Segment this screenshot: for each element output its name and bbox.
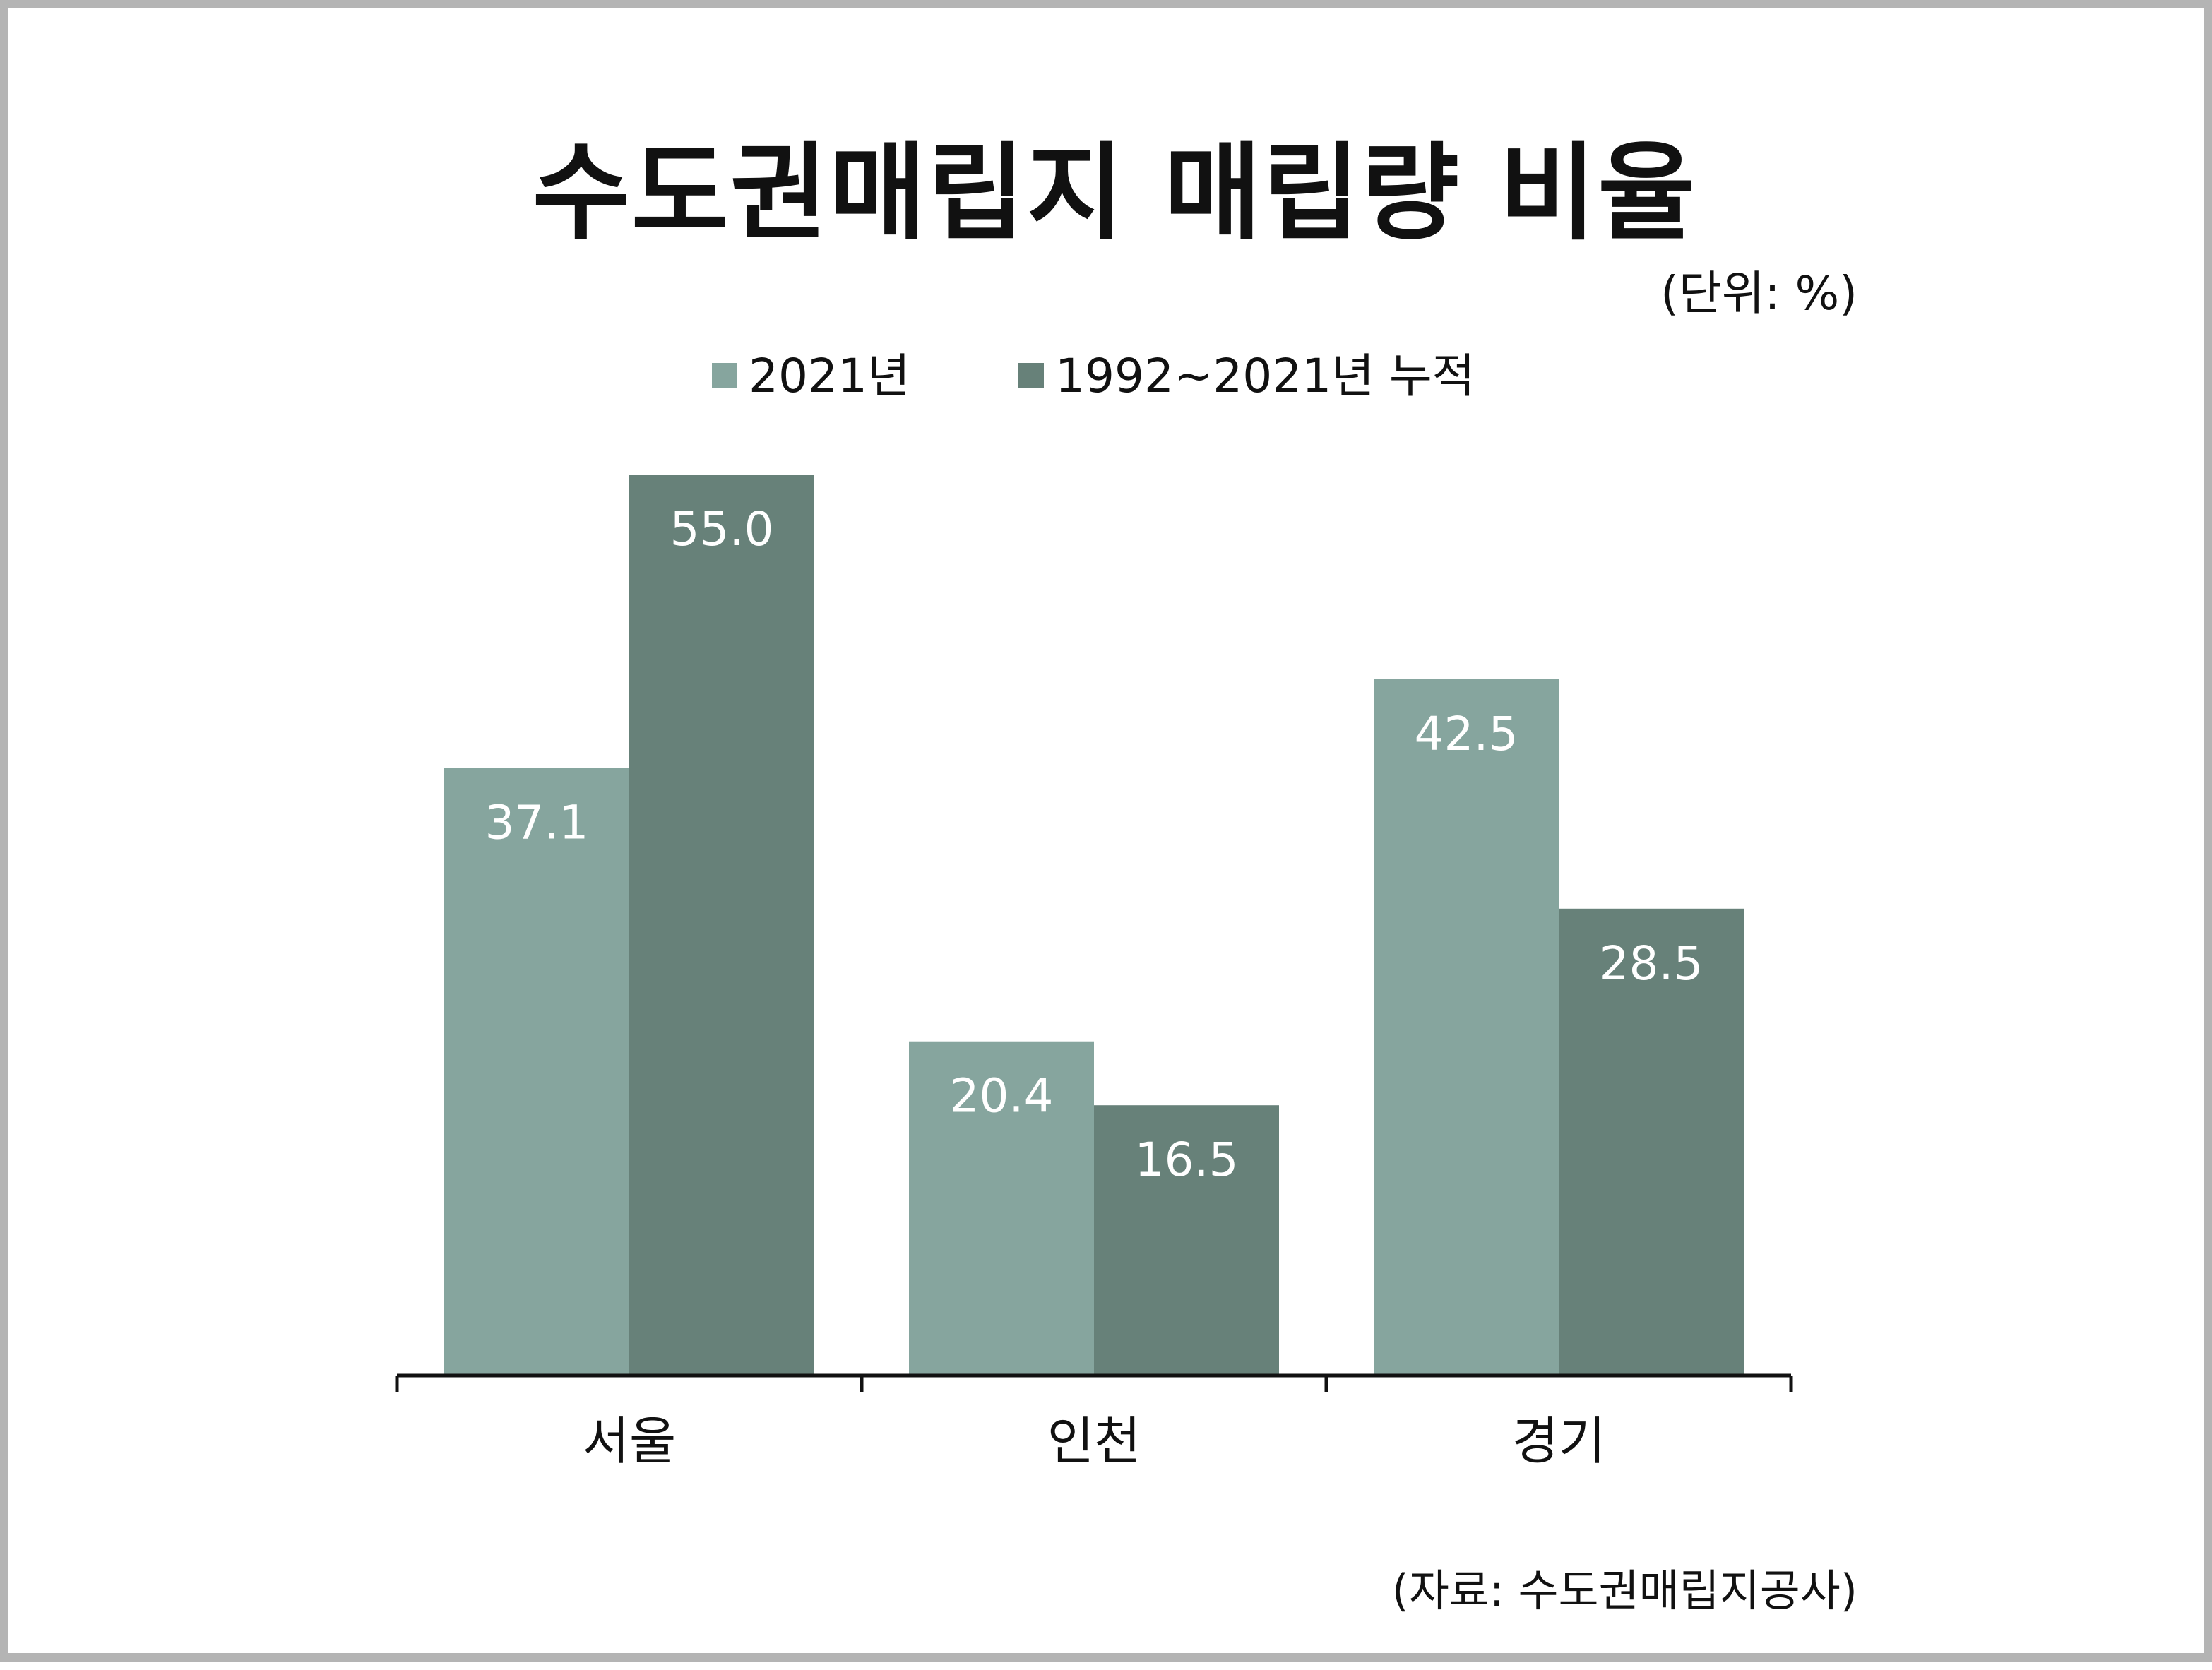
bar-1-2	[909, 1041, 1094, 1376]
x-axis: 서울 인천 경기	[395, 1373, 1793, 1471]
bar-2-3	[1559, 908, 1744, 1376]
data-label-2-1: 55.0	[670, 502, 774, 556]
x-tick-label-1: 서울	[583, 1412, 676, 1471]
data-label-2-3: 28.5	[1600, 936, 1703, 991]
legend-item-1: 2021년	[712, 349, 910, 403]
data-label-1-1: 37.1	[485, 795, 589, 849]
unit-label: (단위: %)	[1660, 266, 1857, 321]
legend: 2021년 1992~2021년 누적	[712, 349, 1475, 403]
chart-area: 2021년 1992~2021년 누적 37.1 55.0 20.4 16.5 42.5 2…	[395, 349, 1793, 1471]
bars	[444, 475, 1744, 1376]
legend-swatch-1	[712, 363, 737, 388]
bar-2-2	[1094, 1105, 1279, 1376]
bar-1-3	[1374, 679, 1559, 1376]
bar-1-1	[444, 768, 629, 1376]
source-label: (자료: 수도권매립지공사)	[1391, 1565, 1857, 1616]
data-label-1-3: 42.5	[1415, 707, 1518, 761]
x-tick-label-3: 경기	[1512, 1412, 1605, 1471]
bar-2-1	[629, 475, 814, 1376]
x-tick-label-2: 인천	[1047, 1412, 1141, 1471]
legend-item-2: 1992~2021년 누적	[1018, 349, 1475, 403]
data-labels: 37.1 55.0 20.4 16.5 42.5 28.5	[485, 502, 1703, 1187]
chart-title: 수도권매립지 매립량 비율	[532, 132, 1697, 255]
legend-swatch-2	[1018, 363, 1044, 388]
legend-label-2: 1992~2021년 누적	[1055, 349, 1475, 403]
legend-label-1: 2021년	[749, 349, 910, 403]
data-label-2-2: 16.5	[1135, 1133, 1239, 1187]
data-label-1-2: 20.4	[950, 1069, 1054, 1123]
